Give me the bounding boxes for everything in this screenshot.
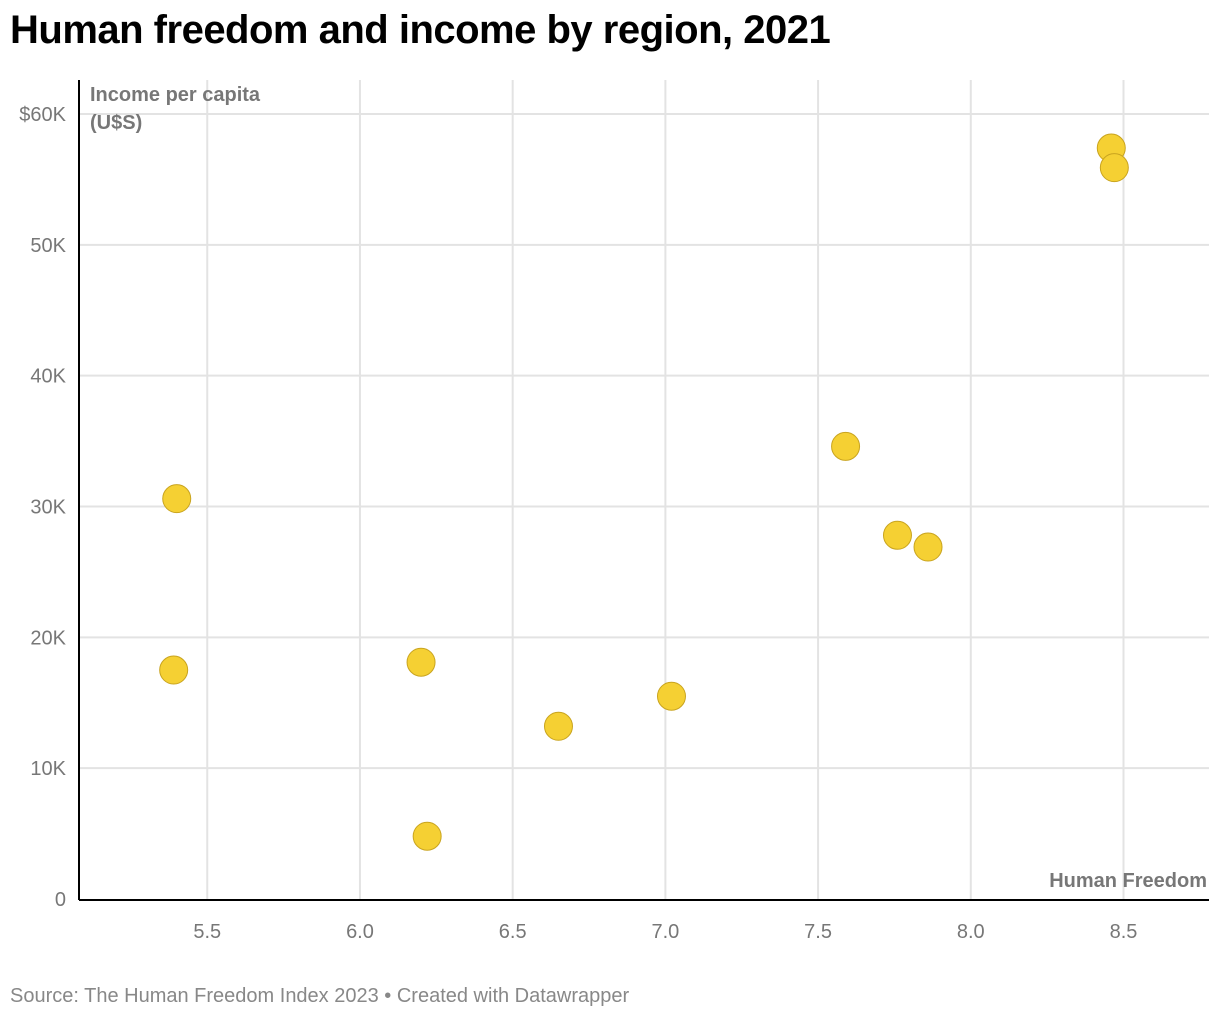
y-tick-label: 0 [55, 889, 66, 911]
x-tick-label: 8.5 [1110, 921, 1138, 943]
y-tick-label: 40K [30, 366, 66, 388]
x-axis-title: Human Freedom [1049, 870, 1207, 892]
chart-title: Human freedom and income by region, 2021 [10, 8, 831, 52]
data-point [882, 520, 912, 550]
y-axis-title: Income per capita [90, 84, 261, 106]
data-point [1099, 153, 1129, 183]
y-tick-label: 30K [30, 497, 66, 519]
axis-labels: 5.5 6.0 6.5 7.0 7.5 8.0 8.5 0 10K 20K 30K 40K 50K $60… [19, 84, 1207, 943]
data-point [162, 484, 192, 514]
y-axis-title: (U$S) [90, 112, 142, 134]
grid-layer [79, 80, 1209, 899]
x-tick-label: 6.5 [499, 921, 527, 943]
data-point [831, 431, 861, 461]
x-tick-label: 7.5 [804, 921, 832, 943]
data-points [159, 133, 1129, 851]
y-tick-label: $60K [19, 104, 66, 126]
axis-layer [78, 80, 1209, 901]
x-tick-label: 6.0 [346, 921, 374, 943]
data-point [656, 681, 686, 711]
x-tick-label: 7.0 [651, 921, 679, 943]
data-point [406, 647, 436, 677]
x-tick-label: 5.5 [193, 921, 221, 943]
y-tick-label: 20K [30, 627, 66, 649]
data-point [159, 655, 189, 685]
source-note: Source: The Human Freedom Index 2023 • C… [10, 985, 630, 1007]
data-point [913, 532, 943, 562]
scatter-chart: 5.5 6.0 6.5 7.0 7.5 8.0 8.5 0 10K 20K 30K 40K 50K $60… [19, 80, 1209, 943]
data-point [412, 821, 442, 851]
y-tick-label: 50K [30, 235, 66, 257]
y-tick-label: 10K [30, 758, 66, 780]
data-point [543, 711, 573, 741]
x-tick-label: 8.0 [957, 921, 985, 943]
